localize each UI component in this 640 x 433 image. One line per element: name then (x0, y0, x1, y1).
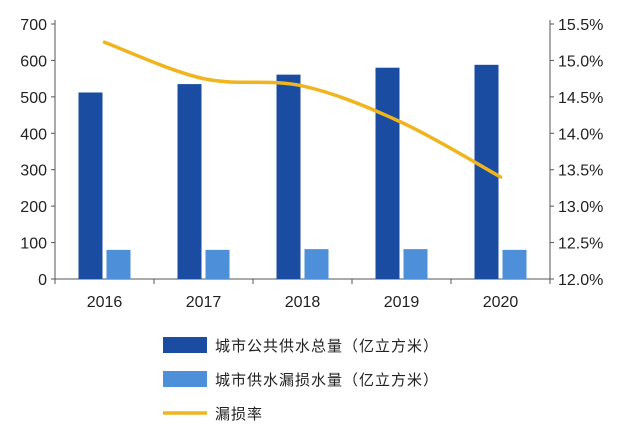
right-tick-label: 12.0% (558, 272, 603, 289)
left-tick-label: 500 (20, 90, 47, 107)
left-tick-label: 400 (20, 126, 47, 143)
x-tick-label: 2016 (87, 294, 123, 311)
right-tick-label: 13.5% (558, 163, 603, 180)
legend-swatch (163, 337, 207, 353)
bar (502, 249, 527, 279)
bar (276, 74, 301, 279)
right-tick-label: 14.5% (558, 90, 603, 107)
left-tick-label: 600 (20, 53, 47, 70)
right-tick-label: 12.5% (558, 236, 603, 253)
legend-swatch (163, 371, 207, 387)
bar (375, 67, 400, 279)
right-tick-label: 13.0% (558, 199, 603, 216)
right-y-axis: 12.0% 12.5% 13.0% 13.5% 14.0% 14.5% 15.0% 15.5% (549, 17, 603, 289)
bar (304, 249, 329, 279)
x-axis: 2016 2017 2018 2019 2020 (54, 278, 551, 311)
bar (78, 92, 103, 279)
line-series (102, 40, 503, 179)
loss-rate-line (102, 40, 503, 179)
bar (106, 249, 131, 279)
x-tick-label: 2019 (384, 294, 420, 311)
right-tick-label: 15.5% (558, 17, 603, 34)
bar (205, 249, 230, 279)
bar-series (78, 64, 527, 279)
left-tick-label: 300 (20, 163, 47, 180)
bar (177, 84, 202, 279)
x-tick-label: 2018 (285, 294, 321, 311)
bar (403, 249, 428, 279)
x-tick-label: 2017 (186, 294, 222, 311)
left-tick-label: 700 (20, 17, 47, 34)
left-tick-label: 100 (20, 236, 47, 253)
x-tick-label: 2020 (483, 294, 519, 311)
right-tick-label: 14.0% (558, 126, 603, 143)
legend: 城市公共供水总量（亿立方米） 城市供水漏损水量（亿立方米） 漏损率 (163, 337, 439, 423)
left-tick-label: 200 (20, 199, 47, 216)
legend-label: 漏损率 (215, 405, 263, 423)
left-tick-label: 0 (38, 272, 47, 289)
left-y-axis: 0 100 200 300 400 500 600 700 (20, 17, 56, 289)
legend-label: 城市公共供水总量（亿立方米） (215, 337, 439, 355)
right-tick-label: 15.0% (558, 53, 603, 70)
legend-label: 城市供水漏损水量（亿立方米） (215, 371, 439, 389)
